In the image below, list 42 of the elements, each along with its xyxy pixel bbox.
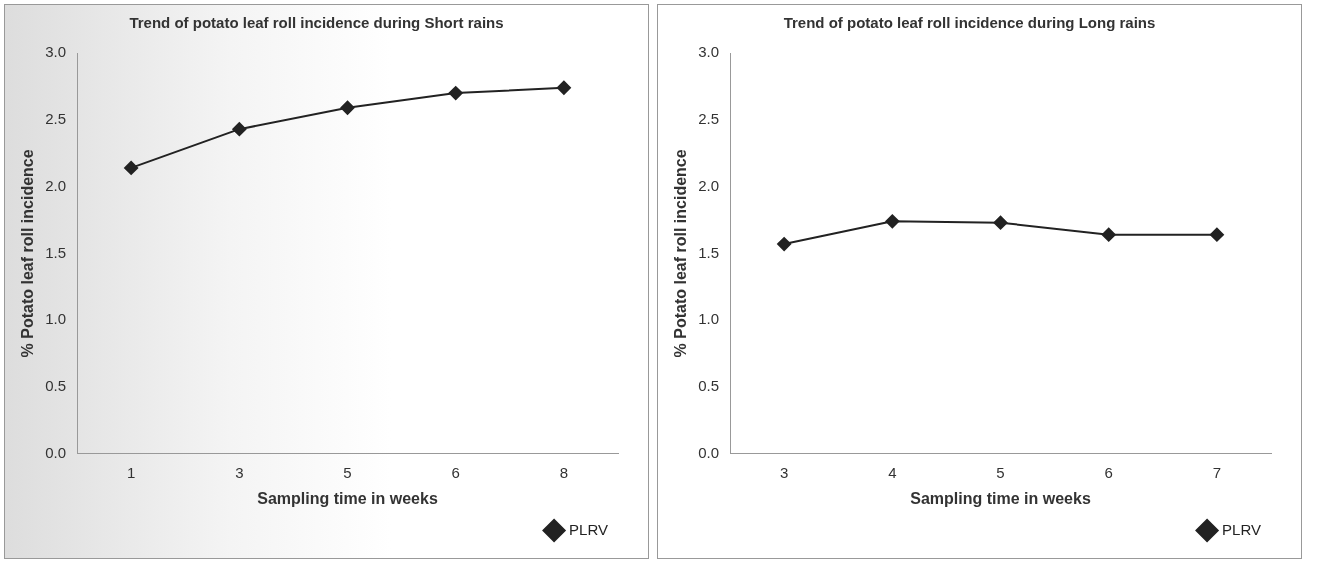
legend-label: PLRV	[1222, 520, 1262, 538]
point	[885, 214, 900, 229]
y-tick-label: 3.0	[45, 43, 67, 61]
x-tick-label: 6	[1104, 463, 1113, 481]
x-tick-label: 5	[343, 463, 352, 481]
point	[1101, 227, 1116, 242]
x-tick-label: 3	[779, 463, 789, 481]
point	[232, 122, 247, 137]
point	[777, 237, 792, 252]
point	[1209, 227, 1224, 242]
y-tick-label: 1.0	[698, 310, 720, 328]
point	[124, 160, 139, 175]
y-tick-label: 0.5	[698, 377, 720, 395]
y-tick-label: 3.0	[698, 43, 720, 61]
x-tick-label: 7	[1212, 463, 1222, 481]
point	[448, 86, 463, 101]
x-tick-label: 6	[451, 463, 460, 481]
x-tick-label: 8	[559, 463, 569, 481]
x-tick-label: 5	[996, 463, 1005, 481]
x-axis-title: Sampling time in weeks	[257, 489, 438, 507]
y-tick-label: 2.0	[45, 176, 67, 194]
x-tick-label: 4	[888, 463, 897, 481]
y-tick-label: 0.0	[45, 443, 67, 461]
point	[993, 215, 1008, 230]
chart-title: Trend of potato leaf roll incidence during Long rains	[783, 14, 1156, 32]
y-axis-title: % Potato leaf roll incidence	[672, 149, 690, 358]
y-tick-label: 2.0	[698, 176, 720, 194]
legend-label: PLRV	[569, 520, 609, 538]
x-tick-label: 1	[126, 463, 136, 481]
y-tick-label: 2.5	[45, 109, 67, 127]
y-axis-title: % Potato leaf roll incidence	[19, 149, 37, 358]
y-tick-label: 1.0	[45, 310, 67, 328]
y-tick-label: 2.5	[698, 109, 720, 127]
y-tick-label: 1.5	[45, 243, 67, 261]
y-tick-label: 0.0	[698, 443, 720, 461]
point	[340, 100, 355, 115]
x-tick-label: 3	[235, 463, 244, 481]
y-tick-label: 1.5	[698, 243, 720, 261]
point	[556, 80, 571, 95]
x-axis-title: Sampling time in weeks	[910, 489, 1091, 507]
y-tick-label: 0.5	[45, 377, 67, 395]
chart-title: Trend of potato leaf roll incidence during Short rains	[129, 14, 504, 32]
